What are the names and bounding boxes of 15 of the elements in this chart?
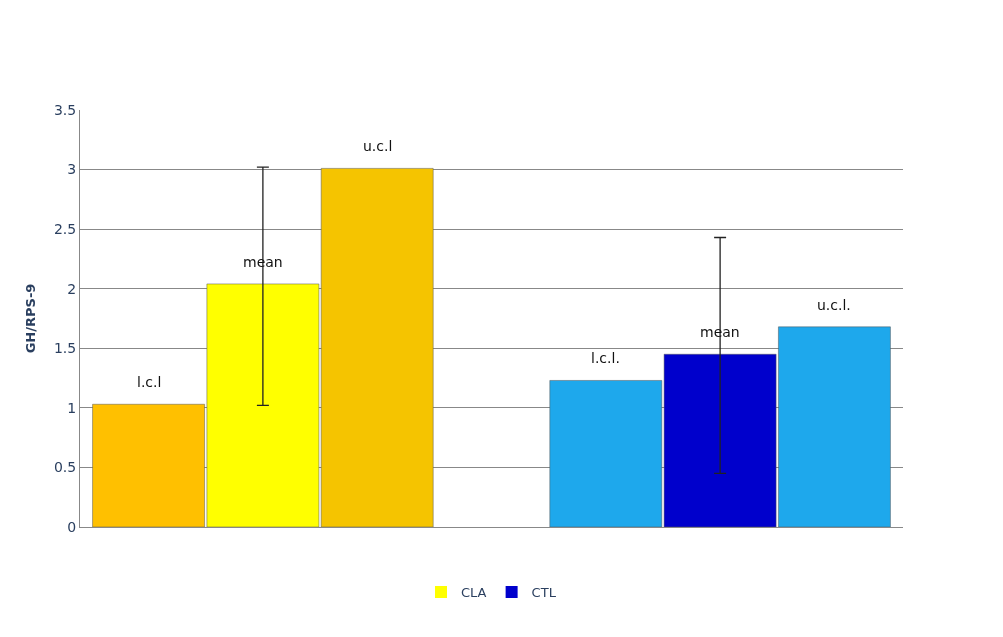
annotation: l.c.l. [591,350,620,366]
legend-label: CTL [531,585,557,601]
legend-label: CLA [461,585,487,601]
y-tick-label: 0 [67,518,77,535]
y-tick-label: 1.5 [53,340,77,357]
y-tick-label: 1 [67,399,77,416]
annotation: l.c.l [137,374,162,390]
annotation: u.c.l [363,138,393,154]
y-tick-label: 0.5 [53,459,77,476]
y-tick-label: 2.5 [53,221,77,238]
y-axis-title: GH/RPS-9 [22,283,38,354]
y-tick-label: 2 [67,280,77,297]
y-tick-label: 3 [67,161,77,178]
annotation: u.c.l. [817,297,851,313]
y-tick-label: 3.5 [53,101,77,118]
